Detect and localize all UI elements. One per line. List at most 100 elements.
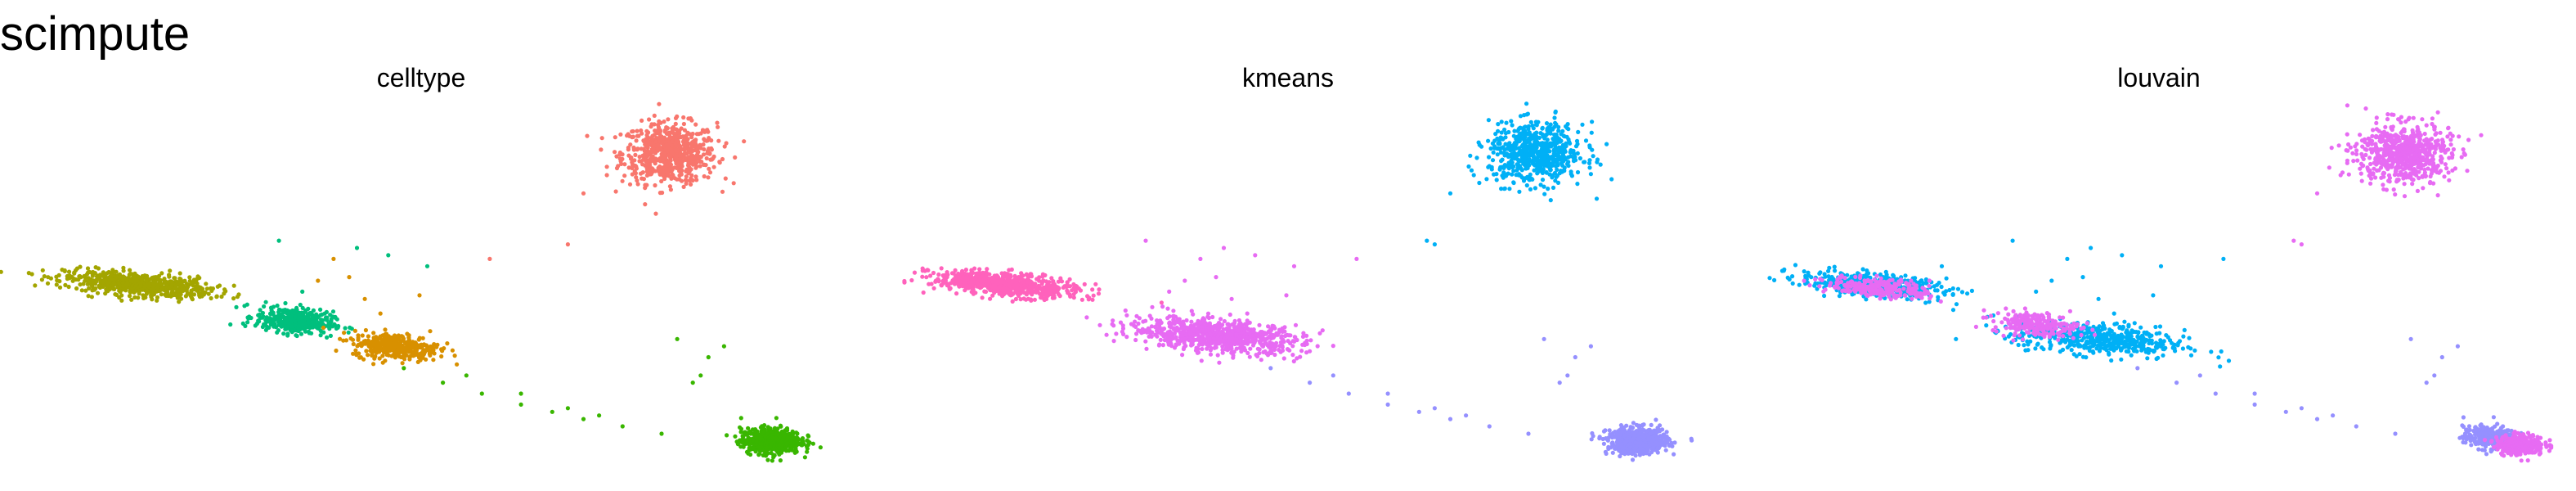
scatter-point [348,336,353,341]
scatter-point [1577,155,1582,161]
scatter-point [417,293,422,298]
scatter-point [93,286,98,291]
scatter-point [1563,157,1568,162]
scatter-point [1501,165,1506,170]
scatter-point [1257,347,1262,352]
scatter-point [1304,333,1309,338]
scatter-point [1030,292,1034,297]
scatter-point [774,416,779,421]
scatter-point [1196,325,1200,330]
scatter-point [1503,172,1508,177]
scatter-point [783,448,789,453]
scatter-point [1021,288,1025,293]
scatter-point [150,275,155,280]
scatter-point [1290,353,1295,358]
scatter-point [1227,326,1232,331]
scatter-point [1531,133,1536,138]
scatter-point [1587,158,1592,163]
scatter-point [298,315,303,321]
scatter-point [651,146,656,151]
scatter-point [675,138,680,143]
scatter-point [657,132,662,137]
scatter-point [1469,168,1474,173]
scatter-point [285,333,290,338]
scatter-point [1553,109,1558,114]
scatter-point [1166,336,1172,342]
scatter-point [1552,115,1557,120]
scatter-point [1573,158,1578,163]
scatter-point [1268,350,1272,355]
scatter-point [689,167,693,172]
scatter-point [415,359,420,364]
scatter-point [127,294,132,299]
scatter-point [86,270,91,275]
scatter-point [1008,290,1013,295]
scatter-point [1183,327,1187,331]
scatter-point [45,281,51,286]
scatter-point [768,426,773,431]
scatter-point [1575,142,1580,146]
scatter-point [667,136,672,141]
scatter-point [731,181,736,186]
scatter-point [366,353,370,358]
scatter-point [189,295,195,300]
scatter-point [630,172,635,177]
scatter-point [384,347,388,352]
scatter-point [1245,350,1250,356]
scatter-point [1084,315,1089,320]
scatter-point [165,284,170,290]
scatter-point [1499,187,1504,191]
scatter-point [1299,349,1304,354]
scatter-point [1524,182,1529,188]
scatter-point [622,162,627,167]
scatter-point [330,309,336,314]
scatter-point [785,435,790,439]
scatter-point [657,101,662,106]
scatter-point [669,176,674,181]
scatter-point [63,282,68,287]
scatter-point [679,126,684,131]
scatter-point [1499,159,1504,164]
scatter-point [54,282,59,287]
scatter-point [285,324,290,329]
scatter-point [130,283,135,288]
scatter-point [159,271,164,276]
scatter-point [402,351,406,357]
scatter-point [138,284,143,289]
scatter-point [398,339,403,344]
scatter-point [1534,130,1539,135]
scatter-point [245,302,249,307]
scatter-point [151,292,156,297]
scatter-point [1259,358,1263,363]
scatter-point [1496,128,1501,133]
scatter-point [1208,348,1213,353]
scatter-point [87,286,92,291]
scatter-point [684,181,689,186]
scatter-point [300,289,305,294]
scatter-point [140,277,145,282]
scatter-point [617,156,622,161]
scatter-point [1189,319,1194,324]
scatter-point [1487,155,1492,160]
scatter-point [95,291,101,295]
scatter-point [1241,334,1246,339]
scatter-point [762,433,768,439]
scatter-point [921,290,926,295]
scatter-point [665,171,670,176]
scatter-point [378,342,383,347]
scatter-point [1516,158,1521,163]
scatter-point [733,434,738,439]
scatter-point [1569,173,1574,178]
scatter-point [1182,340,1187,345]
scatter-point [1589,130,1594,135]
scatter-point [1555,163,1560,168]
scatter-point [748,452,753,457]
scatter-point [1528,137,1533,142]
scatter-point [725,433,729,438]
scatter-point [1234,346,1239,351]
scatter-point [1517,189,1522,194]
scatter-point [330,324,335,329]
scatter-point [1189,339,1194,344]
scatter-point [388,348,393,353]
panel-title-celltype: celltype [377,63,466,92]
